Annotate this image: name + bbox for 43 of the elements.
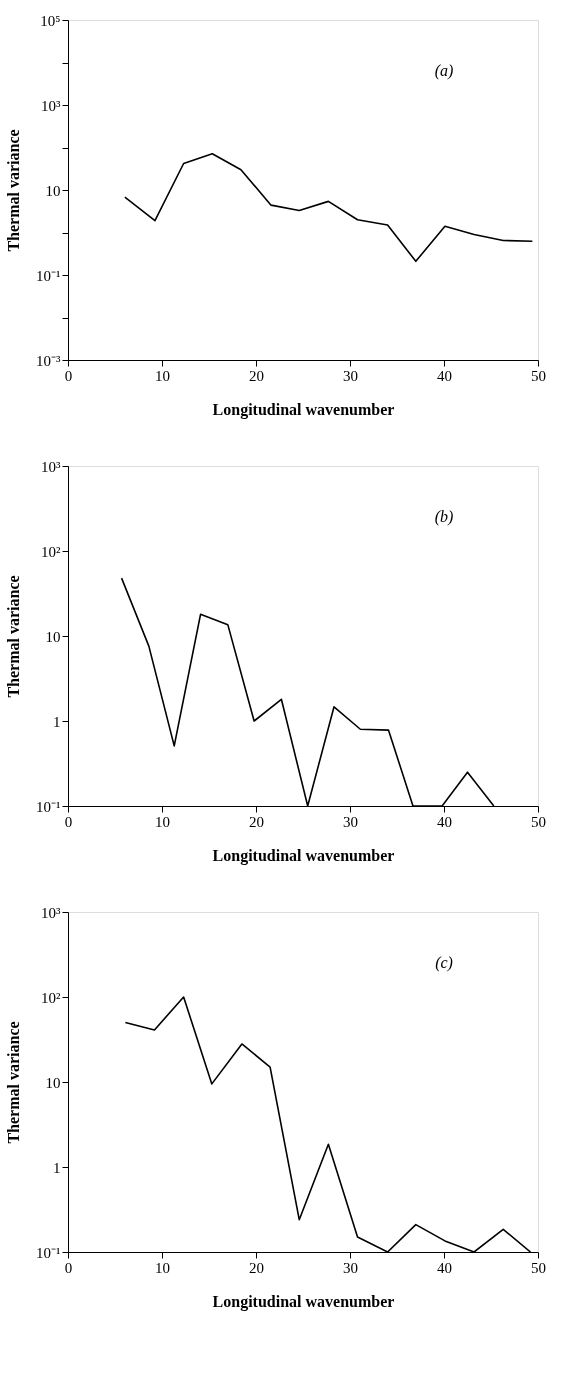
x-tick-label: 50 bbox=[531, 1259, 546, 1276]
x-tick-label: 20 bbox=[249, 1259, 264, 1276]
y-tick-label: 10² bbox=[41, 989, 61, 1006]
y-tick-label: 10⁻¹ bbox=[36, 1244, 61, 1261]
y-tick-label: 10⁵ bbox=[40, 12, 61, 29]
y-tick-label: 10 bbox=[45, 628, 61, 645]
x-tick-label: 0 bbox=[64, 813, 73, 830]
y-axis-title: Thermal variance bbox=[5, 129, 22, 252]
y-tick-label: 10⁻¹ bbox=[36, 798, 61, 815]
x-axis-title: Longitudinal wavenumber bbox=[212, 400, 395, 419]
x-tick-label: 30 bbox=[343, 367, 358, 384]
annotation: (a) bbox=[434, 62, 454, 80]
y-tick-label: 10² bbox=[41, 543, 61, 560]
x-axis-title: Longitudinal wavenumber bbox=[212, 1292, 395, 1311]
y-tick-label: 1 bbox=[53, 1159, 61, 1176]
y-tick-label: 10⁻¹ bbox=[36, 267, 61, 284]
x-tick-label: 40 bbox=[437, 367, 452, 384]
x-tick-label: 40 bbox=[437, 813, 452, 830]
y-tick-label: 10 bbox=[45, 1074, 61, 1091]
x-tick-label: 10 bbox=[155, 813, 170, 830]
y-axis-title: Thermal variance bbox=[5, 575, 22, 698]
x-tick-label: 0 bbox=[64, 367, 73, 384]
line-series bbox=[124, 153, 534, 263]
y-tick-label: 10³ bbox=[41, 97, 61, 114]
annotation: (c) bbox=[435, 954, 453, 972]
x-tick-label: 20 bbox=[249, 813, 264, 830]
y-tick-label: 10 bbox=[45, 182, 61, 199]
x-tick-label: 40 bbox=[437, 1259, 452, 1276]
y-tick-label: 10³ bbox=[41, 904, 61, 921]
x-tick-label: 10 bbox=[155, 367, 170, 384]
y-tick-label: 10⁻³ bbox=[36, 352, 61, 369]
x-tick-label: 50 bbox=[531, 367, 546, 384]
x-tick-label: 0 bbox=[64, 1259, 73, 1276]
x-tick-label: 20 bbox=[249, 367, 264, 384]
y-axis-title: Thermal variance bbox=[5, 1021, 22, 1144]
x-tick-label: 50 bbox=[531, 813, 546, 830]
y-tick-label: 1 bbox=[53, 713, 61, 730]
x-tick-label: 30 bbox=[343, 813, 358, 830]
y-tick-label: 10³ bbox=[41, 458, 61, 475]
x-tick-label: 10 bbox=[155, 1259, 170, 1276]
x-axis-title: Longitudinal wavenumber bbox=[212, 846, 395, 865]
x-tick-label: 30 bbox=[343, 1259, 358, 1276]
annotation: (b) bbox=[434, 508, 454, 526]
